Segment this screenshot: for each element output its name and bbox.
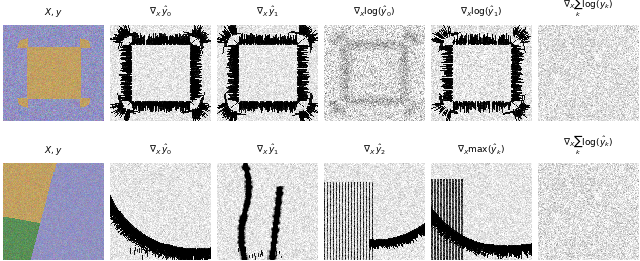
Text: $\nabla_X\, \hat{y}_0$: $\nabla_X\, \hat{y}_0$ [149, 4, 172, 19]
Text: $\nabla_X \log(\hat{y}_1)$: $\nabla_X \log(\hat{y}_1)$ [460, 4, 502, 19]
Text: $\nabla_X\, \hat{y}_0$: $\nabla_X\, \hat{y}_0$ [149, 143, 172, 157]
Text: $\nabla_X \log(\hat{y}_0)$: $\nabla_X \log(\hat{y}_0)$ [353, 4, 396, 19]
Text: $\nabla_X\, \hat{y}_1$: $\nabla_X\, \hat{y}_1$ [256, 143, 279, 157]
Text: $\nabla_X\, \hat{y}_1$: $\nabla_X\, \hat{y}_1$ [256, 4, 279, 19]
Text: $\nabla_X\, \hat{y}_2$: $\nabla_X\, \hat{y}_2$ [363, 143, 386, 157]
Text: $\nabla_X \sum_k \log(\hat{y}_k)$: $\nabla_X \sum_k \log(\hat{y}_k)$ [563, 0, 613, 19]
Text: $\nabla_X \max(\hat{y}_k)$: $\nabla_X \max(\hat{y}_k)$ [458, 143, 506, 157]
Text: $X, y$: $X, y$ [44, 6, 63, 19]
Text: $X, y$: $X, y$ [44, 144, 63, 157]
Text: $\nabla_X \sum_k \log(\hat{y}_k)$: $\nabla_X \sum_k \log(\hat{y}_k)$ [563, 134, 613, 157]
